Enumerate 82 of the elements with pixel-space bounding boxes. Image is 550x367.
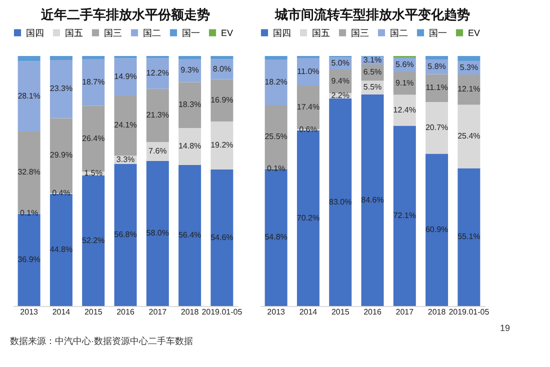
data-label: 26.4% bbox=[82, 134, 105, 143]
data-label: 44.8% bbox=[50, 245, 73, 254]
source-note: 数据来源：中汽中心·数据资源中心二手车数据 bbox=[10, 335, 193, 348]
x-tick-label: 2018 bbox=[428, 308, 446, 316]
data-label: 83.0% bbox=[329, 197, 352, 206]
x-tick-label: 2015 bbox=[84, 308, 103, 316]
data-label: 52.2% bbox=[82, 236, 105, 245]
data-label: 72.1% bbox=[393, 210, 416, 220]
chart-title: 城市间流转车型排放水平变化趋势 bbox=[274, 7, 470, 22]
data-label: 5.3% bbox=[460, 62, 478, 72]
data-label: 20.7% bbox=[425, 122, 448, 132]
data-label: 56.8% bbox=[114, 230, 137, 239]
x-tick-label: 2013 bbox=[20, 308, 39, 316]
data-label: 17.4% bbox=[296, 102, 320, 112]
legend-label: EV bbox=[468, 28, 480, 38]
data-label: 9.4% bbox=[331, 76, 350, 86]
data-label: 29.9% bbox=[50, 150, 73, 160]
data-label: 32.8% bbox=[18, 168, 40, 176]
data-label: 54.8% bbox=[264, 232, 288, 242]
data-label: 25.5% bbox=[264, 132, 288, 141]
legend-label: 国一 bbox=[182, 28, 200, 38]
legend-label: 国三 bbox=[351, 28, 369, 38]
data-label: 5.5% bbox=[363, 82, 382, 92]
data-label: 12.4% bbox=[393, 105, 416, 114]
data-label: 11.1% bbox=[426, 83, 448, 92]
data-label: 21.3% bbox=[146, 110, 169, 120]
data-label: 5.6% bbox=[396, 60, 414, 69]
data-label: 2.2% bbox=[331, 90, 350, 100]
data-label: 58.0% bbox=[146, 228, 169, 238]
x-tick-label: 2017 bbox=[396, 308, 414, 316]
data-label: 25.4% bbox=[458, 132, 480, 140]
data-label: 28.1% bbox=[18, 91, 40, 100]
data-label: 24.1% bbox=[114, 120, 137, 130]
data-label: 18.3% bbox=[178, 100, 202, 110]
data-label: 3.1% bbox=[363, 56, 382, 65]
data-label: 19.2% bbox=[210, 140, 234, 150]
data-label: 70.2% bbox=[296, 213, 320, 222]
data-label: 5.0% bbox=[331, 58, 350, 68]
data-label: 56.4% bbox=[178, 230, 202, 240]
x-tick-label: 2017 bbox=[148, 308, 168, 316]
data-label: 1.5% bbox=[84, 168, 102, 178]
data-label: 14.9% bbox=[114, 72, 137, 81]
data-label: 18.2% bbox=[264, 77, 288, 86]
data-label: 11.0% bbox=[297, 66, 320, 76]
data-label: 14.8% bbox=[178, 142, 202, 150]
data-label: 54.6% bbox=[210, 232, 234, 242]
legend-label: 国三 bbox=[104, 28, 122, 38]
data-label: 3.3% bbox=[116, 154, 135, 164]
legend-label: 国一 bbox=[429, 28, 447, 38]
data-label: 12.1% bbox=[458, 84, 480, 94]
data-label: 7.6% bbox=[148, 146, 167, 156]
legend-label: 国四 bbox=[26, 28, 44, 38]
data-label: 5.8% bbox=[428, 62, 446, 71]
data-label: 6.5% bbox=[363, 68, 382, 77]
data-label: 18.7% bbox=[82, 77, 105, 86]
data-label: 9.3% bbox=[180, 66, 199, 75]
x-tick-label: 2014 bbox=[299, 308, 318, 316]
x-tick-label: 2018 bbox=[180, 308, 200, 316]
data-label: 84.6% bbox=[361, 195, 384, 204]
text: 19 bbox=[500, 323, 510, 333]
x-tick-label: 2014 bbox=[52, 308, 71, 316]
data-label: 23.3% bbox=[50, 84, 73, 94]
legend-label: EV bbox=[221, 28, 234, 38]
chart-title: 近年二手车排放水平份额走势 bbox=[40, 7, 210, 22]
legend-label: 国五 bbox=[65, 28, 83, 38]
data-label: 12.2% bbox=[146, 68, 169, 78]
legend-label: 国二 bbox=[390, 28, 408, 38]
legend-label: 国四 bbox=[273, 28, 291, 38]
x-tick-label: 2015 bbox=[331, 308, 350, 316]
x-tick-label: 2019.01-05 bbox=[448, 308, 490, 316]
data-label: 16.9% bbox=[210, 95, 234, 104]
x-tick-label: 2016 bbox=[364, 308, 382, 316]
data-label: 55.1% bbox=[458, 232, 480, 242]
data-label: 60.9% bbox=[425, 224, 448, 234]
legend-label: 国二 bbox=[143, 28, 161, 38]
data-label: 36.9% bbox=[18, 254, 40, 264]
data-label: 8.0% bbox=[212, 64, 232, 74]
x-tick-label: 2016 bbox=[116, 308, 135, 316]
legend-label: 国五 bbox=[312, 28, 330, 38]
data-label: 9.1% bbox=[396, 78, 414, 88]
x-tick-label: 2019.01-05 bbox=[202, 308, 243, 316]
x-tick-label: 2013 bbox=[267, 308, 286, 316]
